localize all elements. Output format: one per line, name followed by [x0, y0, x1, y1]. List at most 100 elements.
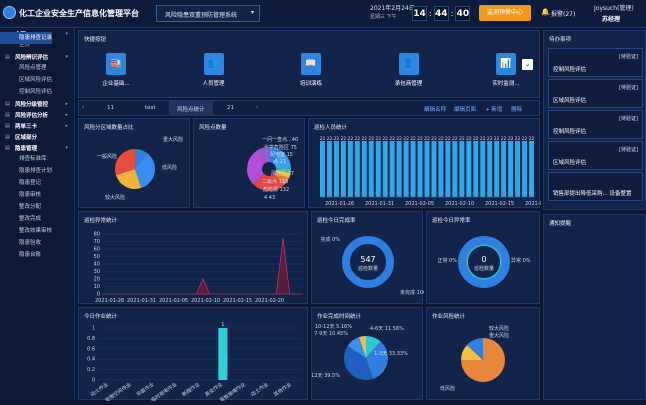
sidebar-item[interactable]: 隐患验收	[19, 240, 42, 246]
sidebar-item[interactable]: 隐患审核	[19, 192, 42, 198]
quick-button[interactable]: 👥 人员管理	[189, 53, 239, 87]
sidebar-item[interactable]: 控制风险评估	[19, 89, 53, 95]
sidebar-item[interactable]: 主页	[19, 42, 31, 48]
pie-slice[interactable]	[366, 341, 388, 379]
pie-slice[interactable]	[135, 149, 147, 169]
alarm-count[interactable]: 报警(27)	[551, 11, 576, 18]
bar[interactable]	[410, 141, 416, 197]
pie-slice[interactable]	[275, 168, 291, 173]
bar[interactable]	[473, 141, 479, 197]
tab-action[interactable]: 删除	[511, 107, 523, 113]
bar[interactable]	[501, 141, 507, 197]
sidebar-item[interactable]: 整改分配	[19, 204, 42, 210]
bar[interactable]	[340, 141, 346, 197]
bar[interactable]	[445, 141, 451, 197]
bar[interactable]	[529, 141, 534, 197]
pie-slice[interactable]	[115, 149, 135, 176]
pie-slice[interactable]	[461, 344, 483, 360]
pie-slice[interactable]	[273, 172, 289, 185]
pie-slice[interactable]	[275, 170, 291, 179]
pie-slice[interactable]	[247, 150, 266, 185]
todo-item[interactable]: [待验证] 区域风险评估	[548, 79, 643, 108]
sidebar-item[interactable]: 隐患登记	[19, 180, 42, 186]
warning-center-button[interactable]: 监测预警中心	[479, 5, 531, 21]
pie-slice[interactable]	[347, 337, 366, 358]
bar[interactable]	[515, 141, 521, 197]
bell-icon[interactable]: 🔔	[541, 8, 550, 16]
pie-slice[interactable]	[344, 345, 373, 380]
bar[interactable]	[354, 141, 360, 197]
bar[interactable]	[361, 141, 367, 197]
expand-icon[interactable]: ⌄	[522, 59, 533, 70]
sidebar-item[interactable]: 风险点管理	[19, 65, 47, 71]
sidebar-item[interactable]: 隐患台账	[19, 252, 42, 258]
y-tick-label: 1	[92, 326, 95, 332]
tab-action[interactable]: + 新增	[485, 107, 503, 113]
bar[interactable]	[480, 141, 486, 197]
sidebar-group[interactable]: ▤ 隐患管理 ▾	[0, 142, 74, 153]
bar[interactable]	[459, 141, 465, 197]
sidebar-item[interactable]: 排查标准库	[19, 156, 47, 162]
bar[interactable]	[326, 141, 332, 197]
bar[interactable]	[320, 141, 325, 197]
sidebar-group[interactable]: ▤ 两单三卡 ▸	[0, 120, 74, 131]
bar[interactable]	[508, 141, 514, 197]
sidebar-item[interactable]: 整改效果审核	[19, 228, 53, 234]
pie-slice[interactable]	[366, 336, 381, 358]
tab-item[interactable]: 11	[107, 105, 114, 111]
bar[interactable]	[375, 141, 381, 197]
bar[interactable]	[347, 141, 353, 197]
bar[interactable]	[403, 141, 409, 197]
quick-button[interactable]: 📊 实时监测...	[481, 53, 531, 87]
bar[interactable]	[389, 141, 395, 197]
sidebar-group[interactable]: ▤ 风险分级管控 ▸	[0, 98, 74, 109]
quick-button[interactable]: 👤 承包商管理	[384, 53, 434, 87]
pie-slice[interactable]	[466, 338, 483, 360]
bar[interactable]	[424, 141, 430, 197]
pie-slice[interactable]	[358, 336, 366, 358]
user-name[interactable]: Joysuch(管理)	[594, 5, 634, 12]
bar[interactable]	[522, 141, 528, 197]
quick-button[interactable]: 🏭 企业基础...	[91, 53, 141, 87]
sidebar-item[interactable]: 隐患排查记录	[0, 32, 53, 44]
bar[interactable]	[417, 141, 423, 197]
pie-slice[interactable]	[272, 150, 291, 169]
tab-item[interactable]: test	[145, 105, 156, 111]
sidebar-item[interactable]: 隐患排查计划	[19, 168, 53, 174]
area-series[interactable]	[103, 237, 303, 295]
bar[interactable]	[494, 141, 500, 197]
pie-slice[interactable]	[269, 147, 281, 163]
bar[interactable]	[333, 141, 339, 197]
tab-item[interactable]: 21	[227, 105, 234, 111]
sidebar-group[interactable]: ▤ 风险评估分析 ▸	[0, 109, 74, 120]
pie-slice[interactable]	[135, 152, 155, 189]
todo-item[interactable]: [待验证] 区域风险评估	[548, 141, 643, 170]
chevron-left-icon[interactable]: ‹	[82, 104, 85, 111]
sidebar-item[interactable]: 整改完成	[19, 216, 42, 222]
sidebar-group[interactable]: ▤ 区域部分	[0, 131, 74, 142]
bar[interactable]	[396, 141, 402, 197]
bar[interactable]	[452, 141, 458, 197]
todo-item[interactable]: [待验证] 控制风险评估	[548, 110, 643, 139]
bar[interactable]	[368, 141, 374, 197]
pie-slice[interactable]	[115, 169, 142, 189]
pie-slice[interactable]	[257, 147, 269, 164]
work-done-panel: 作业完成时间统计 4-6天 11.56% 1-3天 33.33% >12天 39.5…	[307, 307, 423, 400]
bar[interactable]	[487, 141, 493, 197]
todo-item[interactable]: [待验证] 控制风险评估	[548, 48, 643, 77]
bar[interactable]	[382, 141, 388, 197]
sidebar-group[interactable]: ▤ 风险辨识评估 ▾	[0, 51, 74, 62]
quick-button[interactable]: 📖 培训演练	[286, 53, 336, 87]
system-select[interactable]: 风险隐患双重预防管理系统 ▾	[156, 5, 260, 22]
tab-item[interactable]: 风险点统计	[169, 101, 213, 116]
bar[interactable]	[218, 328, 228, 380]
todo-item[interactable]: 销售部提出降低采购... 设备整置	[548, 172, 643, 201]
tab-action[interactable]: 编辑名称	[424, 107, 447, 113]
bar[interactable]	[431, 141, 437, 197]
tab-action[interactable]: 编辑页面	[454, 107, 477, 113]
pie-slice[interactable]	[253, 173, 285, 191]
bar[interactable]	[438, 141, 444, 197]
chevron-right-icon[interactable]: ›	[256, 104, 259, 111]
sidebar-item[interactable]: 区域风险评估	[19, 77, 53, 83]
bar[interactable]	[466, 141, 472, 197]
